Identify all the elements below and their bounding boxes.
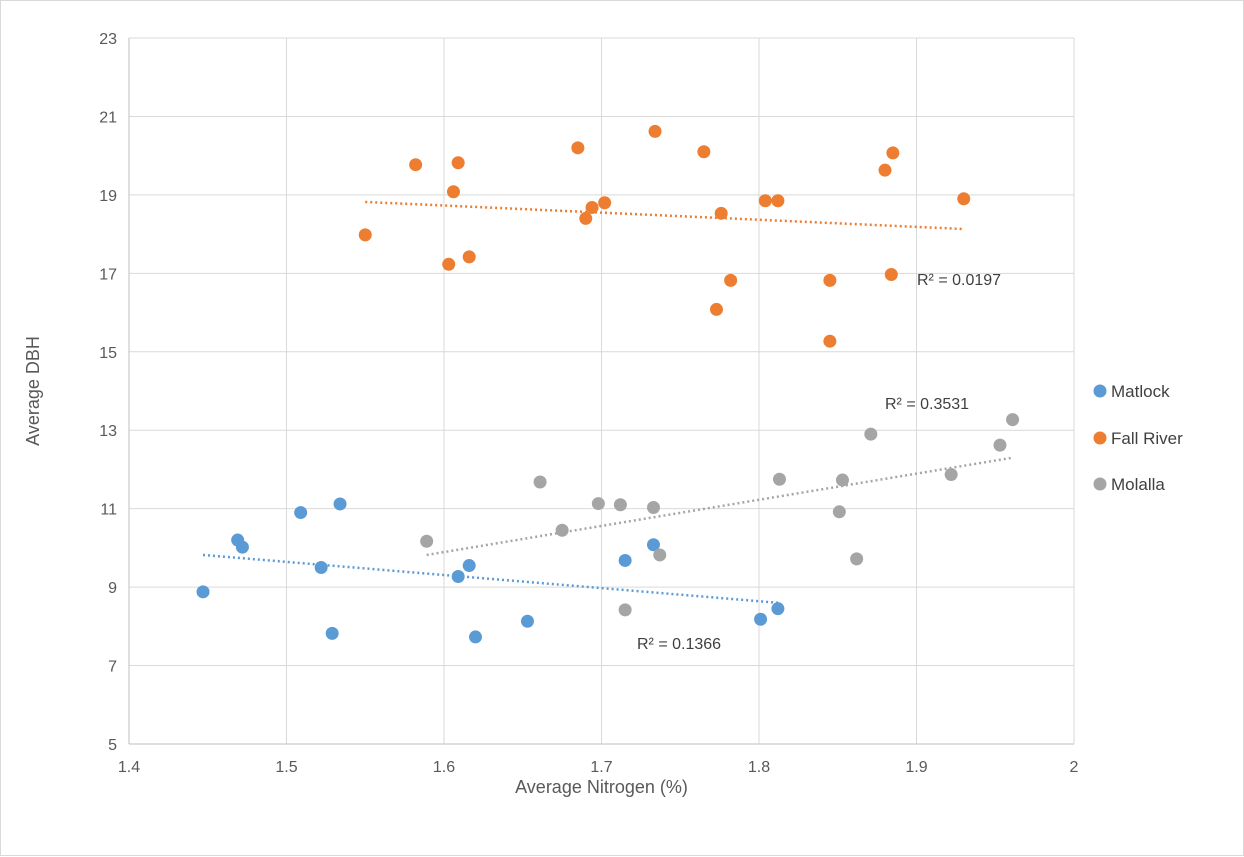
molalla-point (832, 505, 846, 519)
legend-label-molalla: Molalla (1111, 475, 1165, 494)
molalla-point (944, 468, 958, 482)
matlock-point (314, 561, 328, 574)
molalla-point (555, 523, 569, 537)
y-tick-label: 19 (99, 188, 117, 205)
fall-river-point (957, 192, 971, 206)
fall-river-point (579, 211, 593, 225)
molalla-point (653, 548, 667, 562)
x-tick-label: 2 (1070, 759, 1079, 776)
x-tick-label: 1.5 (275, 759, 297, 776)
matlock-point (462, 559, 476, 573)
legend: Matlock Fall River Molalla (1093, 382, 1183, 494)
fall-river-point (823, 273, 837, 287)
y-tick-label: 11 (100, 502, 117, 519)
fall-river-point (462, 250, 476, 264)
matlock-point (333, 497, 347, 511)
matlock-point (196, 585, 210, 599)
x-axis-title: Average Nitrogen (%) (515, 777, 688, 797)
molalla-r2-label: R² = 0.3531 (885, 396, 969, 413)
molalla-point (850, 552, 864, 566)
data-points (196, 124, 1020, 644)
matlock-point (235, 540, 249, 554)
matlock-point (451, 570, 465, 584)
fall-river-point (442, 257, 456, 271)
legend-marker-fall-river (1093, 431, 1107, 445)
matlock-point (294, 506, 308, 520)
fall-river-point (571, 141, 585, 155)
molalla-point (864, 427, 878, 441)
y-tick-label: 9 (108, 580, 117, 597)
matlock-point (618, 553, 632, 567)
fall-river-point (709, 302, 723, 316)
fall-river-point (771, 194, 785, 208)
fall-river-point (598, 196, 612, 210)
x-tick-label: 1.9 (905, 759, 927, 776)
molalla-point (591, 497, 605, 511)
y-axis-title: Average DBH (23, 336, 43, 446)
fall-river-point (823, 334, 837, 348)
molalla-point (613, 498, 627, 512)
matlock-point (325, 626, 339, 640)
molalla-point (1006, 413, 1020, 427)
fall-river-r2-label: R² = 0.0197 (917, 272, 1001, 289)
fall-river-trendline (365, 200, 964, 231)
legend-label-fall-river: Fall River (1111, 429, 1183, 448)
fall-river-point (758, 194, 772, 208)
y-tick-label: 21 (99, 109, 117, 126)
fall-river-point (451, 156, 465, 170)
legend-marker-molalla (1093, 477, 1107, 491)
y-tick-label: 7 (108, 659, 117, 676)
fall-river-point (446, 185, 460, 199)
fall-river-point (585, 200, 599, 214)
fall-river-point (409, 158, 423, 172)
x-tick-label: 1.4 (118, 759, 140, 776)
molalla-trendline (426, 456, 1013, 557)
molalla-point (993, 438, 1007, 452)
molalla-point (533, 475, 547, 489)
molalla-point (772, 472, 786, 486)
fall-river-point (724, 273, 738, 287)
matlock-point (646, 538, 660, 552)
fall-river-point (358, 228, 372, 242)
fall-river-point (886, 146, 900, 160)
x-tick-label: 1.8 (748, 759, 770, 776)
x-tick-label: 1.6 (433, 759, 455, 776)
matlock-point (469, 630, 482, 644)
y-tick-label: 5 (108, 737, 117, 754)
y-tick-label: 17 (99, 266, 117, 283)
gridlines (128, 37, 1075, 745)
matlock-point (520, 614, 534, 628)
fall-river-point (648, 124, 662, 138)
trendlines (202, 200, 1013, 605)
fall-river-point (714, 206, 728, 220)
y-tick-label: 13 (99, 423, 117, 440)
fall-river-point (697, 145, 711, 159)
matlock-point (771, 602, 785, 616)
x-tick-label: 1.7 (590, 759, 612, 776)
molalla-point (646, 500, 660, 514)
molalla-point (420, 534, 434, 548)
axes: 1.4 1.5 1.6 1.7 1.8 1.9 2 5 7 9 11 13 15 17 19 21 23 (99, 31, 1078, 776)
legend-marker-matlock (1093, 384, 1107, 398)
y-tick-label: 15 (99, 345, 117, 362)
matlock-r2-label: R² = 0.1366 (637, 636, 721, 653)
matlock-trendline (202, 553, 779, 605)
y-tick-label: 23 (99, 31, 117, 48)
molalla-point (835, 473, 849, 487)
fall-river-point (878, 163, 892, 177)
fall-river-point (884, 268, 898, 282)
molalla-point (618, 603, 632, 617)
legend-label-matlock: Matlock (1111, 382, 1170, 401)
r-squared-labels: R² = 0.1366 R² = 0.0197 R² = 0.3531 (637, 272, 1001, 653)
matlock-point (754, 612, 768, 626)
